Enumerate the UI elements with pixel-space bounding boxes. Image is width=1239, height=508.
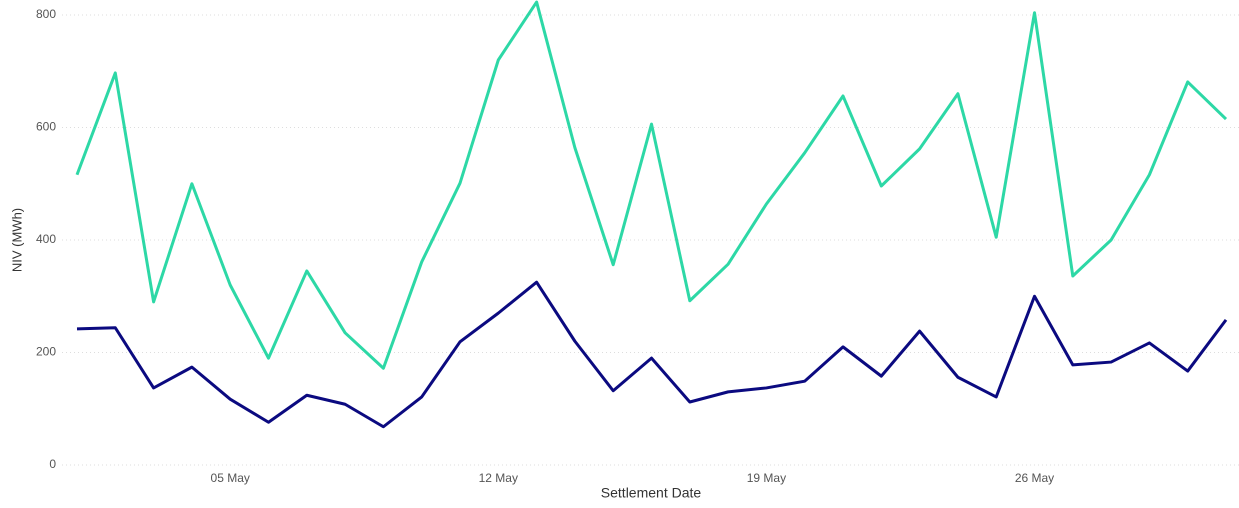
y-axis-label: NIV (MWh) xyxy=(9,208,24,272)
line xyxy=(75,0,1228,370)
x-tick-label: 26 May xyxy=(1015,471,1054,485)
y-tick-label: 600 xyxy=(36,120,56,134)
x-tick-label: 12 May xyxy=(479,471,518,485)
y-tick-label: 400 xyxy=(36,232,56,246)
y-tick-label: 0 xyxy=(49,457,56,471)
line xyxy=(76,280,1228,429)
y-tick-label: 200 xyxy=(36,345,56,359)
x-tick-label: 05 May xyxy=(211,471,250,485)
x-tick-label: 19 May xyxy=(747,471,786,485)
y-tick-label: 800 xyxy=(36,7,56,21)
x-axis-label: Settlement Date xyxy=(601,485,702,501)
